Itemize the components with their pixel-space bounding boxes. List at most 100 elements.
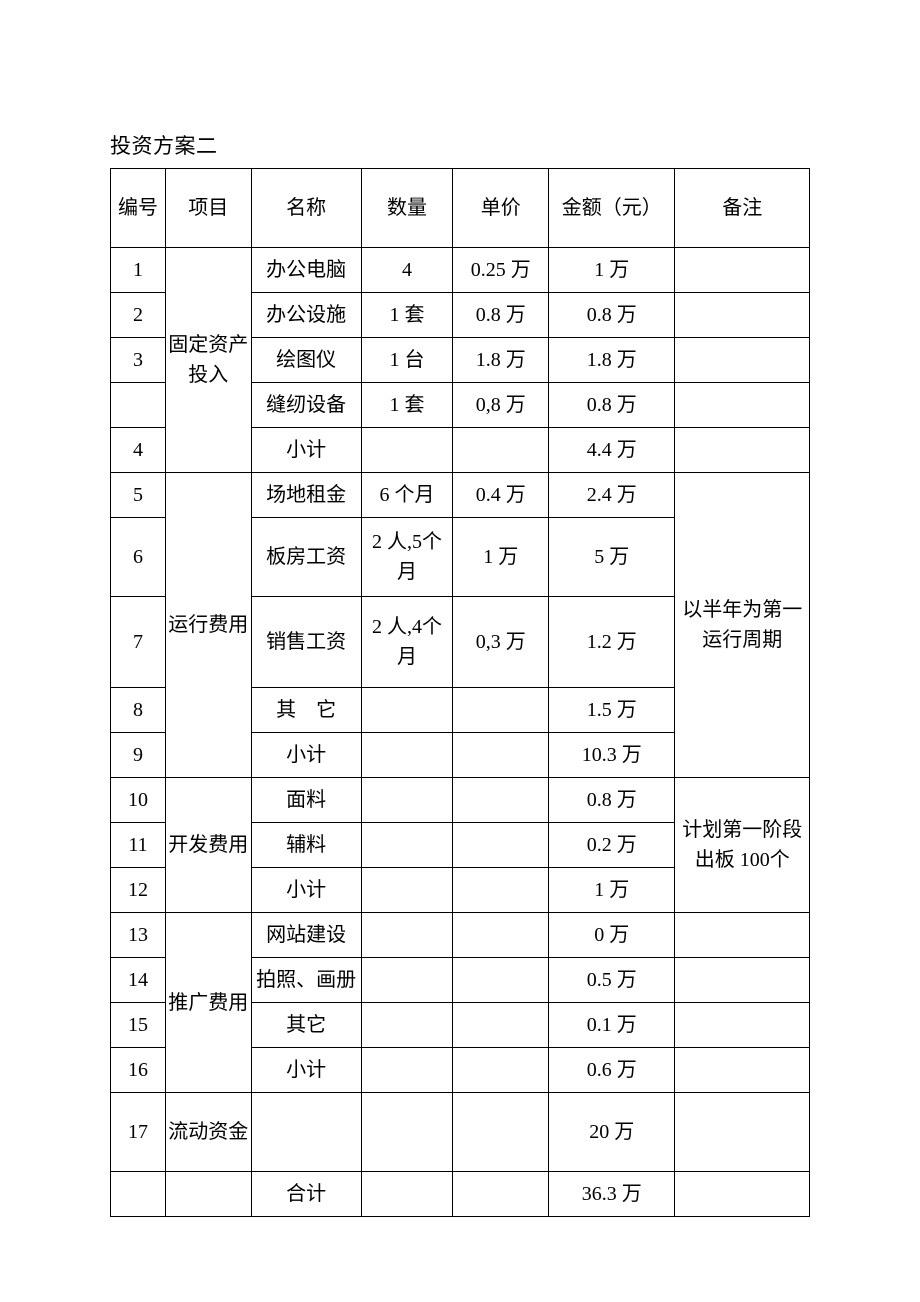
- cell-id: 8: [111, 688, 166, 733]
- investment-table: 编号 项目 名称 数量 单价 金额（元） 备注 1 固定资产投入 办公电脑 4 …: [110, 168, 810, 1217]
- cell-amount: 0.6 万: [549, 1048, 675, 1093]
- cell-price: [453, 823, 549, 868]
- header-quantity: 数量: [361, 169, 453, 248]
- cell-amount: 4.4 万: [549, 428, 675, 473]
- table-row: 17 流动资金 20 万: [111, 1093, 810, 1172]
- cell-id: 11: [111, 823, 166, 868]
- header-project: 项目: [166, 169, 252, 248]
- cell-price: [453, 913, 549, 958]
- group-operating: 运行费用: [166, 473, 252, 778]
- cell-id: 13: [111, 913, 166, 958]
- cell-name: 绘图仪: [251, 338, 361, 383]
- cell-remark: [675, 958, 810, 1003]
- cell-name: 小计: [251, 428, 361, 473]
- cell-amount: 0 万: [549, 913, 675, 958]
- cell-price: 0.8 万: [453, 293, 549, 338]
- cell-remark: [675, 428, 810, 473]
- cell-qty: [361, 913, 453, 958]
- cell-name: 其 它: [251, 688, 361, 733]
- cell-id: 9: [111, 733, 166, 778]
- header-unit-price: 单价: [453, 169, 549, 248]
- cell-remark: [675, 1003, 810, 1048]
- cell-remark: [675, 1048, 810, 1093]
- cell-qty: [361, 1048, 453, 1093]
- table-row: 1 固定资产投入 办公电脑 4 0.25 万 1 万: [111, 248, 810, 293]
- total-row: 合计 36.3 万: [111, 1172, 810, 1217]
- cell-price: [453, 1093, 549, 1172]
- cell-price: 1.8 万: [453, 338, 549, 383]
- cell-remark: [675, 1172, 810, 1217]
- group-development: 开发费用: [166, 778, 252, 913]
- cell-name: 其它: [251, 1003, 361, 1048]
- remark-operating: 以半年为第一运行周期: [675, 473, 810, 778]
- cell-qty: [361, 778, 453, 823]
- table-row: 5 运行费用 场地租金 6 个月 0.4 万 2.4 万 以半年为第一运行周期: [111, 473, 810, 518]
- cell-qty: 2 人,4个月: [361, 597, 453, 688]
- cell-price: [453, 1048, 549, 1093]
- cell-qty: [361, 958, 453, 1003]
- cell-price: [453, 688, 549, 733]
- cell-id: 15: [111, 1003, 166, 1048]
- cell-amount: 0.2 万: [549, 823, 675, 868]
- cell-id: 1: [111, 248, 166, 293]
- cell-id: 16: [111, 1048, 166, 1093]
- cell-qty: [361, 868, 453, 913]
- cell-name: 合计: [251, 1172, 361, 1217]
- group-liquidity: 流动资金: [166, 1093, 252, 1172]
- cell-amount: 0.8 万: [549, 383, 675, 428]
- cell-price: [453, 1003, 549, 1048]
- document-title: 投资方案二: [110, 130, 810, 160]
- cell-name: 销售工资: [251, 597, 361, 688]
- cell-name: 场地租金: [251, 473, 361, 518]
- group-promotion: 推广费用: [166, 913, 252, 1093]
- cell-price: [453, 1172, 549, 1217]
- cell-remark: [675, 338, 810, 383]
- cell-id: 10: [111, 778, 166, 823]
- cell-name: 拍照、画册: [251, 958, 361, 1003]
- table-row: 13 推广费用 网站建设 0 万: [111, 913, 810, 958]
- remark-development: 计划第一阶段出板 100个: [675, 778, 810, 913]
- cell-qty: [361, 1093, 453, 1172]
- cell-id: 4: [111, 428, 166, 473]
- header-name: 名称: [251, 169, 361, 248]
- cell-amount: 0.1 万: [549, 1003, 675, 1048]
- cell-qty: [361, 823, 453, 868]
- cell-amount: 0.8 万: [549, 293, 675, 338]
- cell-amount: 0.5 万: [549, 958, 675, 1003]
- cell-id: 7: [111, 597, 166, 688]
- cell-project: [166, 1172, 252, 1217]
- cell-qty: [361, 428, 453, 473]
- cell-name: 小计: [251, 868, 361, 913]
- cell-name: 小计: [251, 1048, 361, 1093]
- cell-amount: 1.8 万: [549, 338, 675, 383]
- cell-remark: [675, 248, 810, 293]
- cell-name: 小计: [251, 733, 361, 778]
- cell-name: 板房工资: [251, 518, 361, 597]
- cell-name: 办公电脑: [251, 248, 361, 293]
- cell-id: 12: [111, 868, 166, 913]
- cell-id: 6: [111, 518, 166, 597]
- cell-amount: 0.8 万: [549, 778, 675, 823]
- cell-name: [251, 1093, 361, 1172]
- table-row: 10 开发费用 面料 0.8 万 计划第一阶段出板 100个: [111, 778, 810, 823]
- cell-qty: 1 套: [361, 383, 453, 428]
- cell-price: [453, 868, 549, 913]
- cell-name: 办公设施: [251, 293, 361, 338]
- cell-amount: 2.4 万: [549, 473, 675, 518]
- cell-price: 0,8 万: [453, 383, 549, 428]
- cell-price: [453, 958, 549, 1003]
- cell-name: 网站建设: [251, 913, 361, 958]
- cell-amount: 5 万: [549, 518, 675, 597]
- cell-amount: 1 万: [549, 868, 675, 913]
- cell-remark: [675, 913, 810, 958]
- header-id: 编号: [111, 169, 166, 248]
- cell-qty: 1 台: [361, 338, 453, 383]
- cell-qty: [361, 1172, 453, 1217]
- cell-qty: 1 套: [361, 293, 453, 338]
- cell-id: [111, 1172, 166, 1217]
- cell-amount: 10.3 万: [549, 733, 675, 778]
- cell-qty: 6 个月: [361, 473, 453, 518]
- cell-remark: [675, 293, 810, 338]
- group-fixed-assets: 固定资产投入: [166, 248, 252, 473]
- cell-qty: [361, 688, 453, 733]
